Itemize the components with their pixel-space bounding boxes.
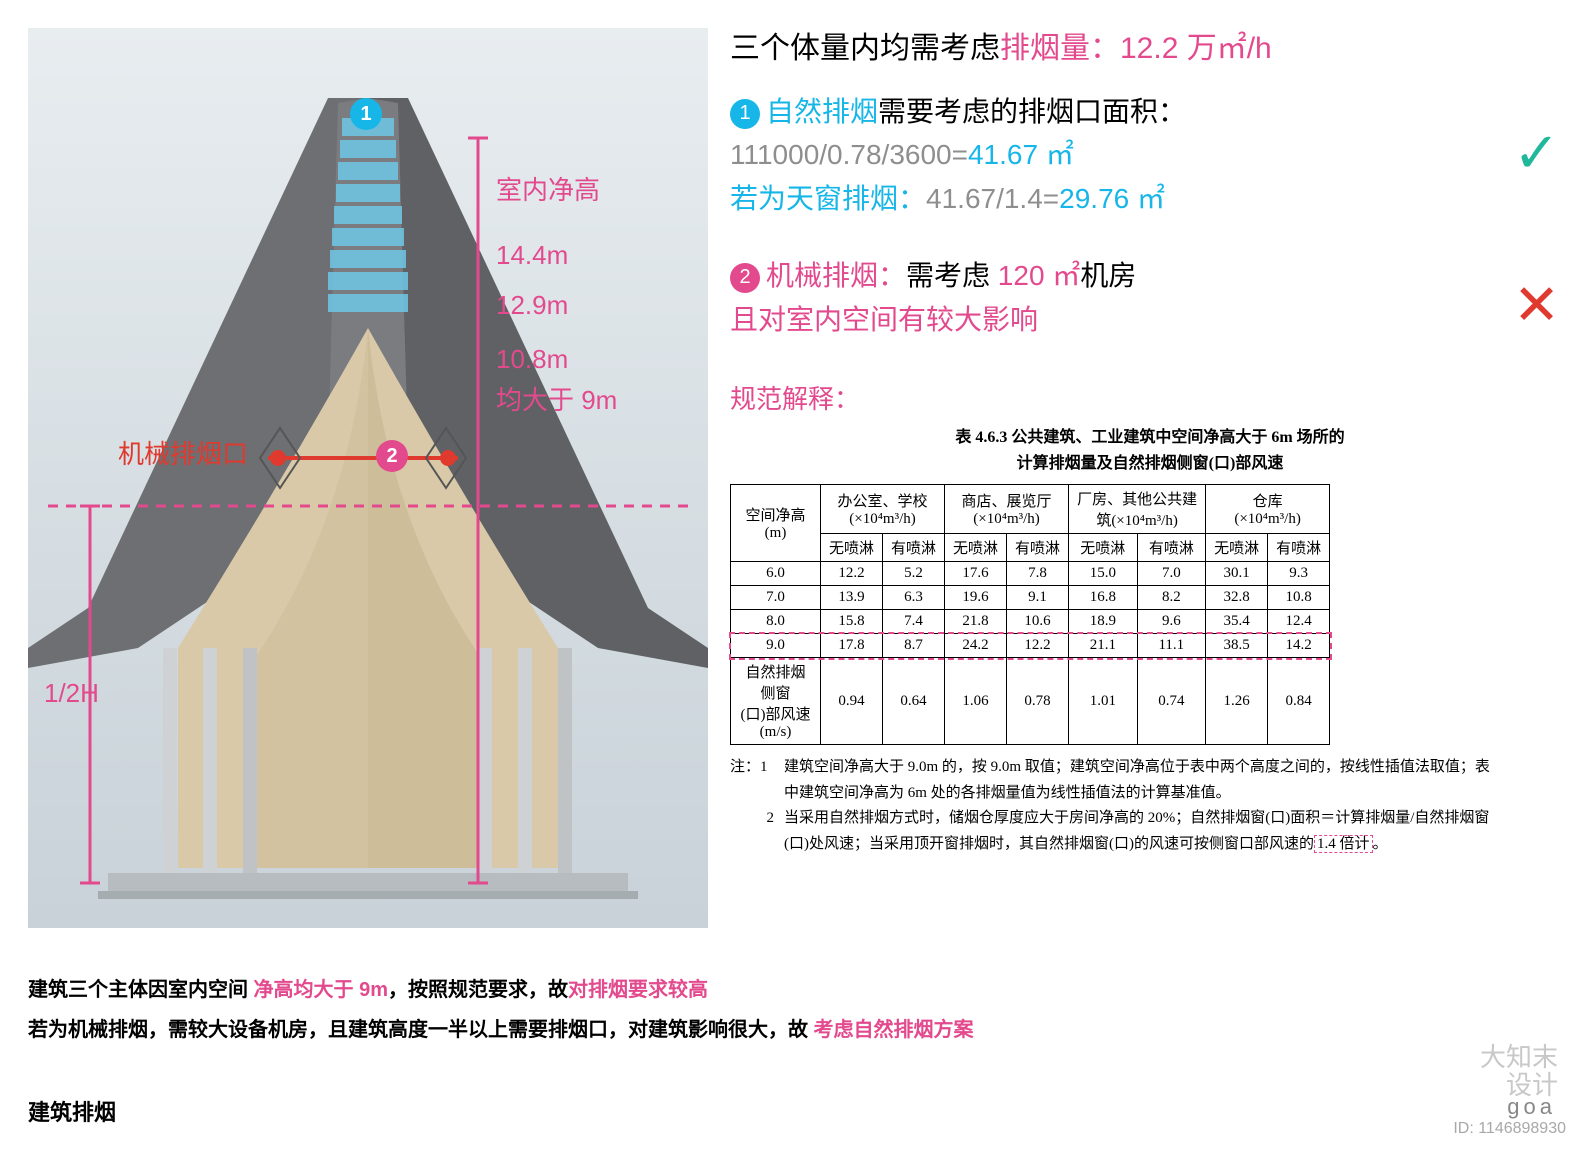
label-half-h: 1/2H bbox=[44, 678, 99, 709]
sky-a: 若为天窗排烟： bbox=[730, 183, 926, 214]
b1d: 对排烟要求较高 bbox=[568, 979, 708, 1001]
table-caption: 表 4.6.3 公共建筑、工业建筑中空间净高大于 6m 场所的 计算排烟量及自然… bbox=[730, 425, 1570, 476]
bottom-line1: 建筑三个主体因室内空间 净高均大于 9m，按照规范要求，故对排烟要求较高 bbox=[28, 970, 1568, 1010]
headline-a: 三个体量内均需考虑 bbox=[730, 32, 1000, 65]
footer-label: 建筑排烟 bbox=[28, 1095, 116, 1127]
brand-watermark: 大知末 设计 bbox=[1480, 1043, 1558, 1100]
b1a: 建筑三个主体因室内空间 bbox=[28, 979, 248, 1001]
right-panel: 三个体量内均需考虑排烟量：12.2 万㎡/h 1自然排烟需要考虑的排烟口面积： … bbox=[730, 28, 1570, 857]
building-section-diagram: 1 2 室内净高 14.4m 12.9m 10.8m 均大于 9m 机械排烟口 … bbox=[28, 28, 708, 928]
table-row: 9.017.88.724.212.221.111.138.514.2 bbox=[731, 634, 1330, 658]
b2b: 考虑自然排烟方案 bbox=[808, 1019, 974, 1041]
marker-1-badge: 1 bbox=[350, 98, 382, 130]
badge-2: 2 bbox=[730, 263, 760, 293]
note2-c: 。 bbox=[1373, 836, 1388, 852]
bottom-summary: 建筑三个主体因室内空间 净高均大于 9m，按照规范要求，故对排烟要求较高 若为机… bbox=[28, 970, 1568, 1050]
dim-gt9: 均大于 9m bbox=[496, 380, 617, 417]
spec-table: 空间净高 (m)办公室、学校 (×10⁴m³/h)商店、展览厅 (×10⁴m³/… bbox=[730, 484, 1330, 745]
mech-b: 需考虑 bbox=[906, 260, 990, 291]
table-notes: 注：1 建筑空间净高大于 9.0m 的，按 9.0m 取值；建筑空间净高位于表中… bbox=[730, 755, 1490, 857]
headline-b: 排烟量： bbox=[1000, 32, 1120, 65]
natural-title: 1自然排烟需要考虑的排烟口面积： bbox=[730, 90, 1570, 133]
dim-10-8: 10.8m bbox=[496, 344, 568, 375]
building-render: 1 2 室内净高 14.4m 12.9m 10.8m 均大于 9m 机械排烟口 … bbox=[28, 28, 708, 928]
sky-c: 29.76 ㎡ bbox=[1059, 183, 1165, 214]
check-icon: ✓ bbox=[1513, 120, 1560, 186]
headline-c: 12.2 万㎡/h bbox=[1120, 32, 1272, 65]
note2-text: 当采用自然排烟方式时，储烟仓厚度应大于房间净高的 20%；自然排烟窗(口)面积＝… bbox=[784, 806, 1490, 857]
mech-c: 120 ㎡ bbox=[990, 260, 1080, 291]
mech-line1: 2机械排烟：需考虑 120 ㎡机房 bbox=[730, 254, 1570, 297]
mech-line2: 且对室内空间有较大影响 bbox=[730, 298, 1570, 341]
note2-b: 1.4 倍计 bbox=[1314, 835, 1373, 853]
label-mech-outlet: 机械排烟口 bbox=[118, 434, 248, 471]
headline: 三个体量内均需考虑排烟量：12.2 万㎡/h bbox=[730, 28, 1570, 70]
calc-cyan: 41.67 ㎡ bbox=[968, 139, 1074, 170]
b1c: ，按照规范要求，故 bbox=[388, 979, 568, 1001]
cross-icon: ✕ bbox=[1513, 272, 1560, 338]
table-row: 8.015.87.421.810.618.99.635.412.4 bbox=[731, 610, 1330, 634]
note1-label: 注：1 bbox=[730, 755, 784, 806]
nat-b: 需要考虑的排烟口面积： bbox=[878, 96, 1186, 127]
calc-grey: 111000/0.78/3600= bbox=[730, 139, 968, 170]
building-svg bbox=[28, 28, 708, 928]
mech-d: 机房 bbox=[1080, 260, 1136, 291]
skylight-calc: 若为天窗排烟：41.67/1.4=29.76 ㎡ bbox=[730, 177, 1570, 220]
dim-14-4: 14.4m bbox=[496, 240, 568, 271]
marker-2-badge: 2 bbox=[376, 440, 408, 472]
spec-title: 规范解释： bbox=[730, 379, 1570, 419]
table-row: 7.013.96.319.69.116.88.232.810.8 bbox=[731, 586, 1330, 610]
badge-1: 1 bbox=[730, 99, 760, 129]
mech-a: 机械排烟： bbox=[766, 260, 906, 291]
image-id: ID: 1146898930 bbox=[1453, 1120, 1566, 1138]
dim-12-9: 12.9m bbox=[496, 290, 568, 321]
b1b: 净高均大于 9m bbox=[248, 979, 388, 1001]
label-inner-height: 室内净高 bbox=[496, 170, 600, 207]
nat-a: 自然排烟 bbox=[766, 96, 878, 127]
note2-label: 2 bbox=[730, 806, 784, 857]
bottom-line2: 若为机械排烟，需较大设备机房，且建筑高度一半以上需要排烟口，对建筑影响很大，故 … bbox=[28, 1010, 1568, 1050]
natural-calc: 111000/0.78/3600=41.67 ㎡ bbox=[730, 133, 1570, 176]
note1-text: 建筑空间净高大于 9.0m 的，按 9.0m 取值；建筑空间净高位于表中两个高度… bbox=[784, 755, 1490, 806]
sky-b: 41.67/1.4= bbox=[926, 183, 1059, 214]
b2a: 若为机械排烟，需较大设备机房，且建筑高度一半以上需要排烟口，对建筑影响很大，故 bbox=[28, 1019, 808, 1041]
table-row: 自然排烟侧窗 (口)部风速 (m/s)0.940.641.060.781.010… bbox=[731, 658, 1330, 745]
table-row: 6.012.25.217.67.815.07.030.19.3 bbox=[731, 562, 1330, 586]
